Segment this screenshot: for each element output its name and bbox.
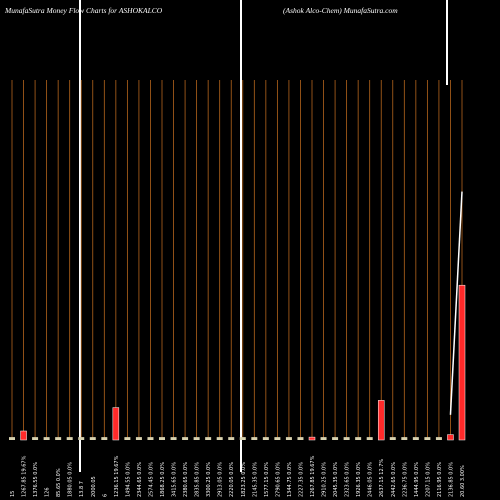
bar (159, 437, 165, 440)
x-tick-label: 1376.55 0.0% (33, 462, 39, 497)
bar (205, 437, 212, 440)
bar (124, 437, 131, 440)
x-tick-label: 2637.15 12.7% (379, 459, 385, 497)
bar (401, 437, 408, 440)
bar (182, 437, 189, 440)
bar (320, 437, 327, 440)
x-tick-label: 2136.85 0.0% (448, 462, 454, 497)
bar (366, 437, 373, 440)
bar (377, 400, 385, 441)
bar (424, 437, 431, 440)
chart-subtitle: (Ashok Alco-Chem) MunafaSutra.com (283, 6, 398, 15)
bar (389, 437, 396, 440)
x-tick-label: 1577.15 0.0% (264, 462, 270, 497)
bar (112, 407, 120, 441)
x-tick-label: 2380.65 0.0% (183, 462, 189, 497)
x-tick-label: 20.60 3.00% (460, 465, 466, 497)
x-tick-label: 85.65 0.0% (56, 468, 62, 497)
x-tick-label: 1823.25 0.0% (241, 462, 247, 497)
bar (55, 437, 62, 440)
bar (101, 437, 108, 440)
x-tick-label: 2116.95 0.0% (437, 462, 443, 497)
bar (89, 437, 96, 440)
x-tick-label: 2236.75 0.0% (402, 462, 408, 497)
x-tick-label: 2835.85 0.0% (195, 462, 201, 497)
bar (170, 437, 177, 440)
x-tick-label: 2790.65 0.0% (275, 462, 281, 497)
x-tick-label: 1267.85 19.67% (310, 455, 316, 497)
x-tick-label: 2344.65 0.0% (137, 462, 143, 497)
x-tick-label: 2045.35 0.0% (333, 462, 339, 497)
bar (262, 437, 269, 440)
bar (147, 437, 154, 440)
bar (20, 430, 27, 441)
x-tick-label: 1868.25 0.0% (160, 462, 166, 497)
x-tick-label: 1880.05 0.0% (68, 462, 74, 497)
bar (308, 436, 316, 441)
bar (458, 284, 466, 441)
bar (78, 437, 85, 440)
x-tick-label: 2227.35 0.0% (298, 462, 304, 497)
x-tick-label: 13.8 7 (79, 481, 85, 497)
bar (297, 437, 304, 440)
bar (343, 437, 350, 440)
bar (274, 437, 281, 440)
x-tick-label: 2323.65 0.0% (345, 462, 351, 497)
x-tick-label: 126 (45, 487, 51, 497)
bar (216, 437, 223, 440)
bar (251, 437, 258, 440)
x-tick-label: 3300.25 0.0% (206, 462, 212, 497)
x-tick-label: 2220.05 0.0% (229, 462, 235, 497)
x-tick-label: 1926.35 0.0% (356, 462, 362, 497)
bar (285, 437, 292, 440)
bar (355, 437, 362, 440)
bar (135, 437, 142, 440)
x-tick-label: 2145.35 0.0% (252, 462, 258, 497)
bar (66, 437, 73, 440)
bar (447, 434, 454, 441)
x-tick-label: 2446.05 0.0% (368, 462, 374, 497)
bar (435, 437, 442, 440)
bar (9, 437, 15, 440)
chart-title: MunafaSutra Money Flow Charts for ASHOKA… (4, 6, 163, 15)
x-tick-label: 2910.25 0.0% (322, 462, 328, 497)
x-tick-label: 1344.75 0.0% (287, 462, 293, 497)
price-line (449, 191, 463, 415)
bar (412, 437, 419, 440)
bar (332, 437, 339, 440)
bar (228, 437, 235, 440)
x-tick-label: 3415.65 0.0% (172, 462, 178, 497)
x-tick-label: 6 (102, 494, 108, 497)
bar (239, 437, 246, 440)
x-tick-label: 2000.05 (91, 476, 97, 497)
x-tick-label: 2913.05 0.0% (218, 462, 224, 497)
bar (32, 437, 39, 440)
bar (43, 437, 50, 440)
x-tick-label: 1267.85 19.67% (22, 455, 28, 497)
x-tick-label: 2442.65 0.0% (391, 462, 397, 497)
x-tick-label: 1444.95 0.0% (414, 462, 420, 497)
x-tick-label: 1236.15 19.67% (114, 455, 120, 497)
x-tick-label: 2207.15 0.0% (425, 462, 431, 497)
bar (193, 437, 200, 440)
x-tick-label: 2574.45 0.0% (148, 462, 154, 497)
x-tick-label: 15 (10, 491, 16, 497)
x-tick-label: 1494.55 0.0% (125, 462, 131, 497)
